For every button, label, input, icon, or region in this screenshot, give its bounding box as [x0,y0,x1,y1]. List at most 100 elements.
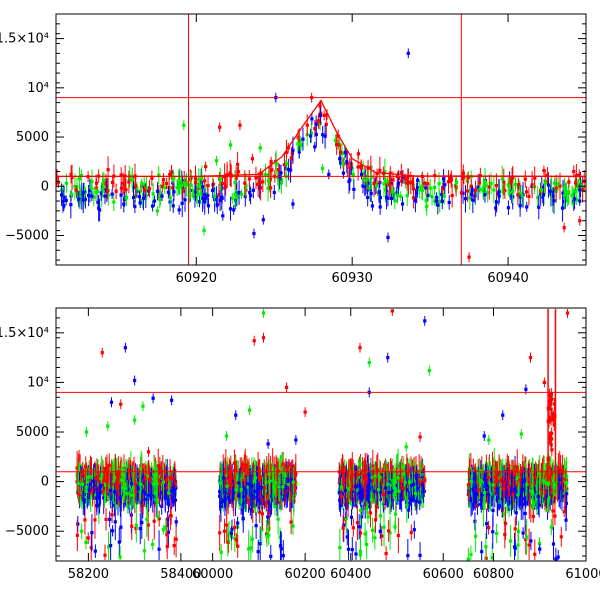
blue-data-point [346,547,351,551]
blue-data-point [147,189,151,193]
blue-data-point [269,494,274,498]
green-data-point [405,194,409,198]
green-data-point [108,484,112,488]
red-data-point [121,181,125,185]
red-data-point [276,168,280,172]
blue-data-point [473,194,477,198]
green-data-point [428,186,432,190]
green-data-point [161,480,166,484]
blue-data-point [243,194,247,199]
blue-data-point [166,530,171,534]
green-data-point [142,182,146,186]
green-data-point [264,480,268,484]
blue-data-point [220,195,224,199]
green-data-point [96,189,100,194]
blue-data-point [361,488,366,492]
green-data-point [438,200,442,204]
green-data-point [112,200,116,204]
blue-data-point [88,188,92,193]
red-data-point [422,181,426,185]
blue-series-point [232,208,236,212]
red-data-point [297,139,301,143]
blue-data-point [142,489,146,493]
blue-data-point [69,203,73,207]
red-data-point [102,479,106,483]
y-tick-label: 1.5×10⁴ [0,32,49,47]
green-data-point [84,485,88,489]
blue-data-point [97,503,101,507]
green-data-point [501,190,505,194]
red-data-point [289,520,293,524]
blue-data-point [339,161,343,165]
green-data-point [536,195,540,200]
blue-data-point [342,523,346,527]
red-data-point [75,466,79,470]
red-data-point [228,472,232,476]
green-data-point [362,479,366,483]
green-data-point [370,175,374,179]
blue-data-point [129,481,134,485]
blue-data-point [368,505,372,509]
red-data-point [325,113,329,117]
red-data-point [508,181,512,185]
blue-data-point [471,198,475,202]
green-series-point [191,193,195,197]
green-data-point [101,182,105,186]
blue-data-point [89,482,93,486]
blue-series-point [90,194,94,198]
red-data-point [105,189,110,193]
blue-data-point [289,478,293,482]
blue-data-point [155,189,160,193]
blue-data-point [166,517,170,521]
blue-series-point [386,235,390,240]
red-series-point [322,113,326,117]
red-data-point [348,165,352,169]
blue-data-point [279,484,283,488]
green-data-point [164,525,168,529]
green-data-point [161,528,165,532]
green-data-point [94,190,98,194]
green-data-point [298,142,302,146]
blue-data-point [406,554,410,558]
y-tick-label: 10⁴ [27,81,49,96]
green-data-point [64,181,69,185]
blue-data-point [171,204,175,208]
bottom-panel-data-marks [75,309,570,561]
red-data-point [517,182,521,187]
red-data-point [258,180,262,185]
green-data-point [277,178,281,182]
top-panel-zoom: 60920 60930 60940 −5000 0 5000 10⁴ 1.5×10⁴ [0,13,587,286]
green-data-point [93,492,97,496]
red-data-point [473,188,478,192]
red-data-point [305,123,309,127]
red-data-point [258,475,262,479]
green-data-point [233,192,237,197]
blue-data-point [279,171,283,175]
red-data-point [227,480,231,484]
red-data-point [341,526,345,530]
green-data-point [272,488,276,492]
red-data-point [146,471,150,475]
blue-data-point [314,122,318,126]
green-data-point [111,484,116,488]
blue-data-point [59,193,64,197]
green-data-point [567,190,571,194]
green-data-point [131,486,135,490]
blue-data-point [287,479,291,483]
red-data-point [461,171,465,175]
blue-data-point [77,197,81,201]
green-data-point [277,485,281,489]
blue-data-point [215,203,219,207]
red-data-point [56,180,61,185]
green-data-point [425,204,429,208]
red-data-point [574,181,578,185]
blue-series-point [525,205,529,209]
green-data-point [358,462,362,466]
green-data-point [374,184,379,188]
blue-data-point [151,204,155,208]
blue-data-point [206,193,210,198]
blue-data-point [165,474,169,478]
green-data-point [382,525,386,529]
red-data-point [86,536,90,540]
green-data-point [175,185,179,190]
